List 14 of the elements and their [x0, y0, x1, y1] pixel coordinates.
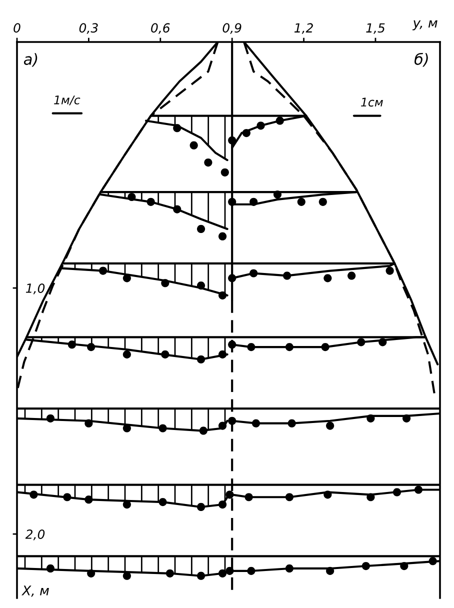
x-tick-label: 1,2 [294, 23, 313, 34]
x-tick-label: 0,3 [79, 23, 98, 34]
x-tick-label: 0,6 [151, 23, 170, 34]
y-tick-label: 1,0 [26, 283, 45, 294]
annotation: а) [24, 53, 38, 67]
x-tick-label: 0,9 [222, 23, 242, 34]
annotation: 1м/с [54, 96, 80, 106]
x-tick-label: 1,5 [366, 23, 385, 34]
x-tick-label: 0 [14, 23, 20, 33]
annotation: 1см [361, 98, 383, 107]
annotation: б) [414, 52, 428, 67]
y-tick-label: 2,0 [25, 530, 45, 540]
x-axis-title: y, м [412, 20, 438, 30]
y-axis-title: X, м [22, 586, 49, 597]
